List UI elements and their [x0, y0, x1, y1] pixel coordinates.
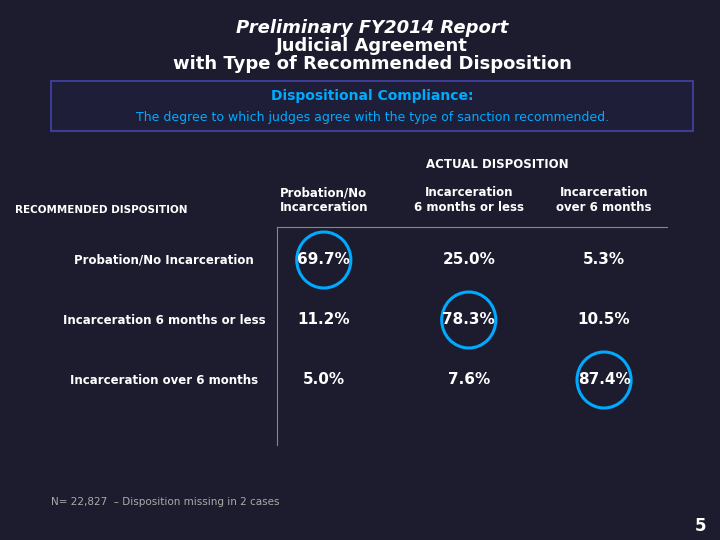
Text: 69.7%: 69.7% — [297, 253, 350, 267]
Text: Preliminary FY2014 Report: Preliminary FY2014 Report — [236, 19, 508, 37]
Text: The degree to which judges agree with the type of sanction recommended.: The degree to which judges agree with th… — [135, 111, 608, 125]
FancyBboxPatch shape — [51, 81, 693, 131]
Text: Judicial Agreement: Judicial Agreement — [276, 37, 468, 55]
Text: 7.6%: 7.6% — [448, 373, 490, 388]
Text: RECOMMENDED DISPOSITION: RECOMMENDED DISPOSITION — [15, 205, 188, 215]
Text: 5: 5 — [695, 517, 706, 535]
Text: 5.3%: 5.3% — [583, 253, 625, 267]
Text: Dispositional Compliance:: Dispositional Compliance: — [271, 89, 473, 103]
Text: Probation/No Incarceration: Probation/No Incarceration — [74, 253, 254, 267]
Text: Incarceration
over 6 months: Incarceration over 6 months — [557, 186, 652, 214]
Text: 10.5%: 10.5% — [577, 313, 630, 327]
Text: with Type of Recommended Disposition: with Type of Recommended Disposition — [173, 55, 572, 73]
Text: Incarceration over 6 months: Incarceration over 6 months — [71, 374, 258, 387]
Text: 87.4%: 87.4% — [577, 373, 631, 388]
Text: 11.2%: 11.2% — [297, 313, 350, 327]
Text: Probation/No
Incarceration: Probation/No Incarceration — [279, 186, 368, 214]
Text: 25.0%: 25.0% — [442, 253, 495, 267]
Text: ACTUAL DISPOSITION: ACTUAL DISPOSITION — [426, 159, 569, 172]
Text: Incarceration 6 months or less: Incarceration 6 months or less — [63, 314, 266, 327]
Text: Incarceration
6 months or less: Incarceration 6 months or less — [414, 186, 523, 214]
Text: 5.0%: 5.0% — [302, 373, 345, 388]
Text: N= 22,827  – Disposition missing in 2 cases: N= 22,827 – Disposition missing in 2 cas… — [51, 497, 280, 507]
Text: 78.3%: 78.3% — [442, 313, 495, 327]
